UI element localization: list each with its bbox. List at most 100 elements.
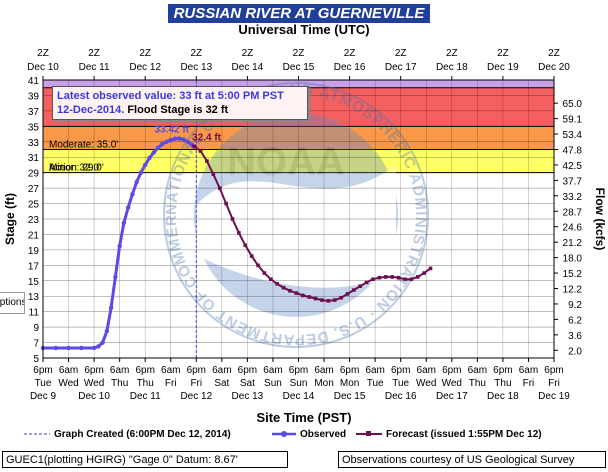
footer-credits: Observations courtesy of US Geological S…: [338, 451, 606, 468]
bottom-tick-date: Dec 19: [538, 391, 570, 402]
forecast-point: [217, 186, 222, 190]
major-band-top: [43, 80, 554, 88]
bottom-tick-time: 6pm: [33, 365, 52, 376]
forecast-point: [262, 271, 267, 275]
bottom-tick-day: Fri: [190, 378, 202, 389]
forecast-point: [275, 282, 280, 286]
y-tick-label: 27: [28, 184, 40, 195]
observed-point: [143, 162, 148, 168]
y-tick-label: 23: [28, 215, 40, 226]
bottom-tick-date: Dec 14: [283, 391, 315, 402]
y-tick-label: 21: [28, 230, 40, 241]
forecast-point: [326, 299, 331, 303]
observed-point: [79, 345, 84, 351]
chart-series: [40, 80, 433, 358]
forecast-point: [332, 298, 337, 302]
forecast-point: [230, 217, 235, 221]
top-tick-time: 2Z: [242, 48, 254, 59]
y-tick-label: 17: [28, 261, 40, 272]
top-tick-time: 2Z: [548, 48, 560, 59]
forecast-point: [192, 144, 196, 149]
forecast-point: [224, 201, 228, 206]
observed-point: [177, 136, 182, 141]
y-tick-label: 15: [28, 277, 40, 288]
footer-datum: GUEC1(plotting HGIRG) "Gage 0" Datum: 8.…: [2, 451, 288, 468]
bottom-tick-time: 6am: [417, 365, 436, 376]
flow-tick-label: 65.0: [563, 99, 583, 110]
bottom-tick-time: 6am: [314, 365, 333, 376]
y-tick-label: 13: [28, 292, 40, 303]
bottom-tick-time: 6am: [263, 365, 282, 376]
observed-point: [96, 344, 101, 349]
forecast-point: [403, 277, 407, 282]
bottom-tick-day: Thu: [137, 378, 154, 389]
y-tick-label: 37: [28, 107, 40, 118]
observed-point: [147, 155, 152, 161]
bottom-tick-time: 6pm: [84, 365, 103, 376]
observed-point: [164, 139, 169, 144]
forecast-point: [211, 172, 216, 177]
forecast-point: [409, 277, 414, 282]
top-tick-time: 2Z: [139, 48, 151, 59]
legend-forecast-marker: [366, 431, 371, 436]
flow-tick-label: 47.8: [563, 146, 583, 157]
legend-observed-marker: [281, 431, 287, 437]
bottom-tick-day: Tue: [392, 378, 409, 389]
top-tick-date: Dec 15: [283, 62, 315, 73]
peak-label-forecast: 32.4 ft: [192, 132, 222, 143]
latest-observed-box: Latest observed value: 33 ft at 5:00 PM …: [52, 86, 308, 120]
forecast-point: [345, 292, 350, 296]
latest-line-2: 12-Dec-2014. Flood Stage is 32 ft: [57, 103, 303, 117]
bottom-axis-title: Site Time (PST): [256, 410, 352, 425]
bottom-tick-date: Dec 18: [487, 391, 519, 402]
bottom-tick-time: 6am: [110, 365, 129, 376]
forecast-point: [358, 284, 363, 288]
legend-forecast-label: Forecast (issued 1:55PM Dec 12): [386, 429, 542, 440]
forecast-point: [422, 271, 426, 275]
bottom-tick-day: Sat: [214, 378, 229, 389]
bottom-tick-day: Wed: [84, 378, 104, 389]
forecast-point: [390, 275, 394, 279]
bottom-tick-time: 6pm: [135, 365, 154, 376]
flow-tick-label: 33.2: [563, 192, 583, 203]
legend-observed-label: Observed: [300, 429, 346, 440]
flood-category-labels: Moderate: 35.0' Minor: 32.0'Action: 29.0': [49, 140, 118, 174]
flow-tick-label: 18.0: [563, 254, 583, 265]
forecast-point: [307, 295, 311, 299]
forecast-point: [281, 285, 286, 290]
observed-point: [53, 345, 58, 351]
observed-point: [121, 220, 127, 226]
top-tick-date: Dec 16: [334, 62, 366, 73]
flow-tick-label: 21.2: [563, 238, 583, 249]
bottom-tick-time: 6am: [468, 365, 487, 376]
observed-point: [125, 205, 131, 210]
flow-tick-label: 3.6: [568, 331, 582, 342]
y-tick-label: 35: [28, 122, 40, 133]
forecast-point: [198, 149, 203, 153]
bottom-tick-time: 6pm: [238, 365, 257, 376]
bottom-tick-time: 6pm: [493, 365, 512, 376]
top-tick-date: Dec 10: [27, 62, 59, 73]
y-tick-label: 9: [33, 323, 39, 334]
flow-tick-label: 12.2: [563, 285, 583, 296]
flood-label-action: Action: 29.0': [49, 163, 104, 174]
bottom-tick-day: Fri: [165, 378, 177, 389]
bottom-tick-day: Sun: [264, 378, 282, 389]
flow-tick-label: 37.7: [563, 176, 583, 187]
top-tick-date: Dec 11: [79, 62, 110, 73]
bottom-tick-day: Thu: [494, 378, 511, 389]
top-tick-date: Dec 19: [487, 62, 519, 73]
bottom-tick-time: 6am: [519, 365, 538, 376]
options-button[interactable]: Options: [0, 292, 25, 314]
y-tick-label: 29: [28, 169, 40, 180]
forecast-point: [371, 277, 375, 282]
flow-tick-label: 53.4: [563, 130, 583, 141]
bottom-tick-time: 6am: [212, 365, 231, 376]
forecast-point: [396, 275, 401, 280]
bottom-tick-date: Dec 11: [130, 391, 161, 402]
bottom-tick-time: 6am: [59, 365, 78, 376]
forecast-point: [205, 159, 209, 163]
bottom-tick-time: 6am: [365, 365, 384, 376]
observed-point: [104, 328, 110, 334]
